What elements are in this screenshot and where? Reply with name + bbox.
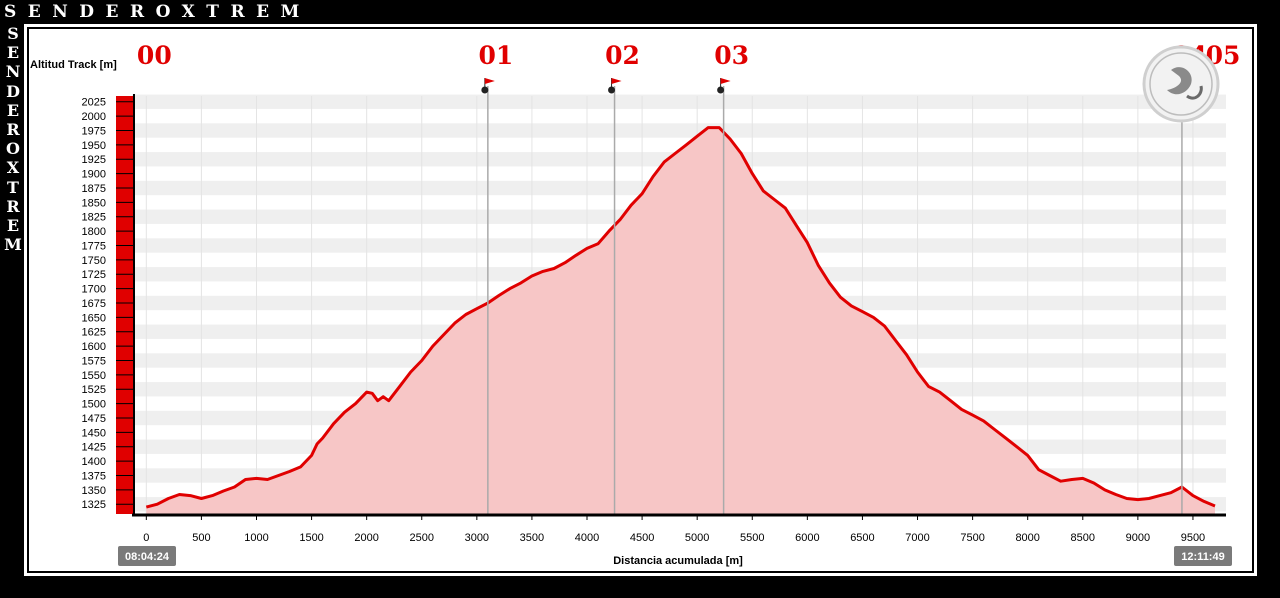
x-tick-label: 0 <box>143 532 149 544</box>
x-tick-label: 2000 <box>354 532 378 544</box>
flag-icon <box>720 78 731 84</box>
y-tick-label: 1575 <box>82 355 106 367</box>
x-tick-label: 3500 <box>520 532 544 544</box>
y-tick-label: 1500 <box>82 399 106 411</box>
x-tick-label: 4000 <box>575 532 599 544</box>
waypoint-label: 02 <box>605 41 640 70</box>
x-tick-label: 6000 <box>795 532 819 544</box>
waypoint-labels: 000102030405 <box>137 41 1240 94</box>
waypoint-label: 03 <box>714 41 749 70</box>
y-tick-label: 1775 <box>82 240 106 252</box>
y-tick-label: 1925 <box>82 154 106 166</box>
waypoint-lines <box>487 86 1183 514</box>
x-tick-labels: 0 500 1000 1500 2000 2500 3000 3500 4000 4500 5000… <box>143 516 1205 544</box>
elevation-profile-chart: 1325 1350 1375 1400 1425 1450 1475 1500 1525 1550… <box>30 41 1240 567</box>
y-tick-label: 1825 <box>82 212 106 224</box>
y-tick-label: 1850 <box>82 197 106 209</box>
brand-title-horizontal: SENDEROXTREM <box>4 2 311 22</box>
y-tick-label: 1700 <box>82 284 106 296</box>
end-time-badge: 12:11:49 <box>1174 546 1232 566</box>
y-tick-label: 1625 <box>82 327 106 339</box>
x-tick-label: 8000 <box>1015 532 1039 544</box>
y-tick-label: 1800 <box>82 226 106 238</box>
y-tick-label: 1400 <box>82 456 106 468</box>
x-tick-label: 8500 <box>1071 532 1095 544</box>
y-tick-label: 1375 <box>82 470 106 482</box>
x-tick-label: 3000 <box>465 532 489 544</box>
y-axis-label: Altitud Track [m] <box>30 59 117 71</box>
end-time-label: 12:11:49 <box>1181 551 1224 563</box>
x-tick-label: 500 <box>192 532 210 544</box>
axes <box>132 94 1226 517</box>
start-time-badge: 08:04:24 <box>118 546 176 566</box>
x-tick-label: 6500 <box>850 532 874 544</box>
y-tick-label: 1525 <box>82 384 106 396</box>
y-tick-label: 1975 <box>82 125 106 137</box>
x-tick-label: 1000 <box>244 532 268 544</box>
x-tick-label: 5500 <box>740 532 764 544</box>
x-tick-label: 9000 <box>1126 532 1150 544</box>
y-tick-label: 1950 <box>82 140 106 152</box>
x-tick-label: 4500 <box>630 532 654 544</box>
y-tick-label: 2025 <box>82 97 106 109</box>
y-tick-label: 1325 <box>82 499 106 511</box>
y-tick-label: 1600 <box>82 341 106 353</box>
y-tick-label: 1425 <box>82 442 106 454</box>
y-tick-label: 1725 <box>82 269 106 281</box>
x-axis-label: Distancia acumulada [m] <box>613 555 743 567</box>
flag-icon <box>484 78 495 84</box>
y-tick-label: 2000 <box>82 111 106 123</box>
elevation-line <box>145 126 1216 509</box>
start-time-label: 08:04:24 <box>125 551 170 563</box>
x-tick-label: 9500 <box>1181 532 1205 544</box>
y-tick-label: 1475 <box>82 413 106 425</box>
y-tick-label: 1550 <box>82 370 106 382</box>
y-tick-label: 1350 <box>82 485 106 497</box>
y-tick-label: 1875 <box>82 183 106 195</box>
chart-panel: 1325 1350 1375 1400 1425 1450 1475 1500 1525 1550… <box>24 24 1257 576</box>
brand-title-vertical: SENDEROXTREM <box>4 24 22 255</box>
waypoint-label: 00 <box>137 41 172 70</box>
elevation-area <box>146 127 1215 514</box>
y-scale-fill <box>116 96 134 514</box>
x-tick-label: 7000 <box>905 532 929 544</box>
x-tick-label: 7500 <box>960 532 984 544</box>
y-scale-bar <box>116 96 134 514</box>
y-tick-label: 1900 <box>82 169 106 181</box>
x-tick-label: 1500 <box>299 532 323 544</box>
y-tick-labels: 1325 1350 1375 1400 1425 1450 1475 1500 1525 1550… <box>82 97 106 511</box>
y-tick-label: 1675 <box>82 298 106 310</box>
waypoint-label: 01 <box>478 41 513 70</box>
x-tick-label: 2500 <box>410 532 434 544</box>
x-tick-label: 5000 <box>685 532 709 544</box>
y-tick-label: 1450 <box>82 427 106 439</box>
grid-band <box>132 94 1226 109</box>
grid-band <box>132 123 1226 138</box>
senderoxtrem-logo <box>1142 45 1220 123</box>
flag-icon <box>611 78 622 84</box>
y-tick-label: 1650 <box>82 312 106 324</box>
y-tick-label: 1750 <box>82 255 106 267</box>
